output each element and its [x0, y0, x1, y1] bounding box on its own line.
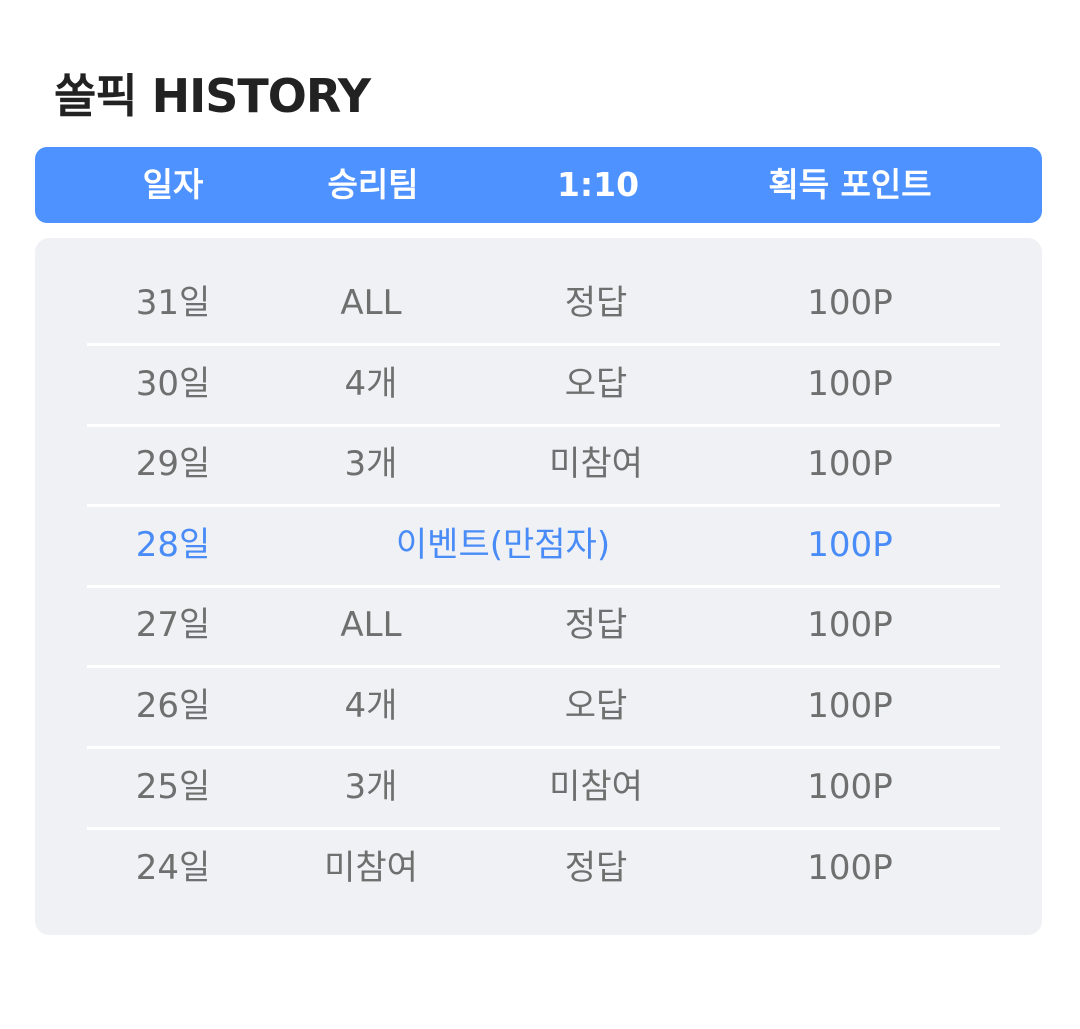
cell-result: 정답: [564, 283, 628, 323]
header-points-earned: 획득 포인트: [768, 165, 932, 204]
history-table-header: 일자 승리팀 1:10 획득 포인트: [35, 147, 1042, 223]
cell-result: 미참여: [549, 767, 643, 807]
cell-result: 정답: [564, 605, 628, 645]
table-row: 27일 ALL 정답 100P: [87, 585, 1000, 668]
cell-points: 100P: [807, 444, 893, 484]
cell-date: 31일: [135, 283, 211, 323]
cell-result: 미참여: [549, 444, 643, 484]
cell-event: 이벤트(만점자): [395, 525, 611, 565]
table-row: 30일 4개 오답 100P: [87, 344, 1000, 427]
cell-points: 100P: [807, 605, 893, 645]
cell-date: 29일: [135, 444, 211, 484]
table-row: 25일 3개 미참여 100P: [87, 747, 1000, 830]
cell-winning-team: 미참여: [324, 848, 418, 888]
page-title: 쏠픽 HISTORY: [54, 69, 371, 123]
cell-winning-team: 4개: [344, 686, 398, 726]
cell-date: 25일: [135, 767, 211, 807]
cell-winning-team: 4개: [344, 364, 398, 404]
cell-winning-team: 3개: [344, 444, 398, 484]
cell-winning-team: ALL: [340, 605, 402, 645]
cell-points: 100P: [807, 767, 893, 807]
table-row: 24일 미참여 정답 100P: [87, 828, 1000, 908]
cell-date: 28일: [135, 525, 211, 565]
table-row-event: 28일 이벤트(만점자) 100P: [87, 505, 1000, 588]
cell-winning-team: 3개: [344, 767, 398, 807]
cell-points: 100P: [807, 364, 893, 404]
cell-points: 100P: [807, 283, 893, 323]
cell-points: 100P: [807, 686, 893, 726]
cell-date: 30일: [135, 364, 211, 404]
table-row: 26일 4개 오답 100P: [87, 666, 1000, 749]
cell-result: 정답: [564, 848, 628, 888]
cell-date: 26일: [135, 686, 211, 726]
header-one-to-ten: 1:10: [556, 165, 640, 204]
table-row: 29일 3개 미참여 100P: [87, 424, 1000, 507]
header-date: 일자: [142, 165, 204, 204]
header-winning-team: 승리팀: [327, 165, 419, 204]
cell-winning-team: ALL: [340, 283, 402, 323]
cell-points: 100P: [807, 525, 893, 565]
cell-result: 오답: [564, 686, 628, 726]
table-row: 31일 ALL 정답 100P: [87, 263, 1000, 346]
cell-result: 오답: [564, 364, 628, 404]
cell-date: 24일: [135, 848, 211, 888]
cell-date: 27일: [135, 605, 211, 645]
history-table-body: 31일 ALL 정답 100P 30일 4개 오답 100P 29일 3개 미참…: [35, 238, 1042, 935]
cell-points: 100P: [807, 848, 893, 888]
